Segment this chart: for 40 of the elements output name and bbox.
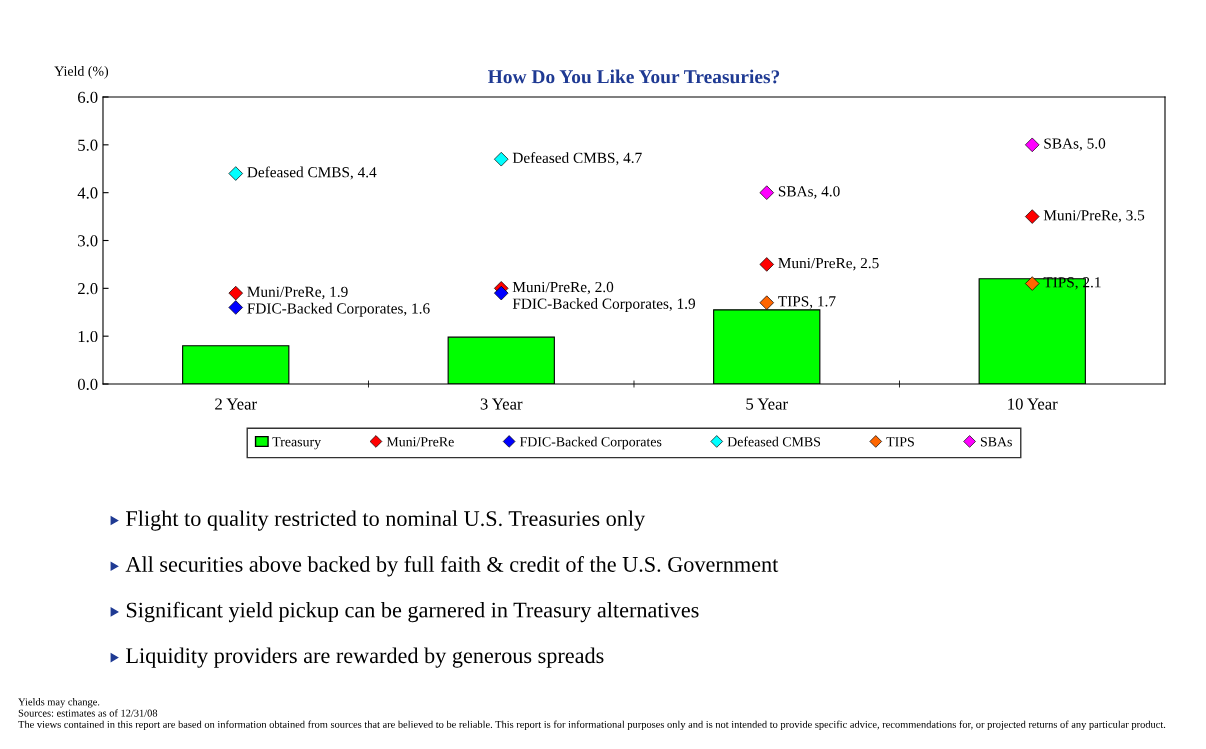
data-label: Muni/PreRe, 1.9: [247, 286, 348, 300]
point: [228, 300, 243, 315]
text: Yields may change.: [18, 698, 100, 708]
x-tick-label: 10 Year: [1008, 398, 1058, 410]
y-tick-label: 1.0: [78, 330, 98, 343]
legend-label: FDIC-Backed Corporates: [519, 436, 662, 450]
x-tick-label: 2 Year: [215, 398, 257, 410]
source-note: Sources: estimates as of 12/31/08: [18, 709, 158, 717]
legend-label: Treasury: [272, 437, 322, 450]
legend-label: Muni/PreRe: [386, 437, 454, 447]
data-label: FDIC-Backed Corporates, 1.9: [512, 298, 696, 312]
y-tick-label: 2.0: [78, 283, 98, 295]
chart-title: How Do You Like Your Treasuries?: [488, 69, 780, 84]
data-label: TIPS, 1.7: [778, 296, 836, 309]
text: All securities above backed by full faith & credit of the U.S. Government: [125, 556, 779, 577]
y-tick-label: 0.0: [77, 378, 98, 391]
text: The views contained in this report are based on information obtained from sources that are believed to be reliable. This report is for informational purposes only and is not intended to provide specific advice, recommendations for, or projected returns of any particular product.: [18, 720, 1166, 731]
data-label: Muni/PreRe, 2.5: [778, 257, 879, 271]
text: Significant yield pickup can be garnered in Treasury alternatives: [126, 601, 699, 623]
legend-label: Defeased CMBS: [727, 436, 821, 447]
point: [228, 166, 243, 181]
data-label: Muni/PreRe, 3.5: [1043, 210, 1145, 223]
data-label: Defeased CMBS, 4.7: [512, 152, 642, 166]
data-label: Muni/PreRe, 2.0: [512, 281, 614, 295]
data-label: SBAs, 4.0: [778, 186, 840, 199]
data-label: SBAs, 5.0: [1044, 138, 1106, 151]
legend-label: SBAs: [980, 437, 1012, 447]
text: Flight to quality restricted to nominal U.S. Treasuries only: [126, 510, 646, 531]
y-tick-label: 4.0: [77, 187, 98, 199]
y-tick-label: 6.0: [78, 91, 98, 104]
y-axis-title: Yield (%): [54, 66, 109, 79]
data-label: FDIC-Backed Corporates, 1.6: [247, 302, 430, 317]
text: Liquidity providers are rewarded by generous spreads: [126, 647, 604, 668]
point: [1025, 276, 1040, 291]
y-tick-label: 5.0: [78, 139, 98, 151]
x-tick-label: 3 Year: [480, 398, 523, 410]
y-tick-label: 3.0: [78, 235, 98, 247]
data-label: Defeased CMBS, 4.4: [247, 166, 377, 180]
x-tick-label: 5 Year: [746, 398, 788, 410]
legend-label: TIPS: [886, 437, 914, 447]
